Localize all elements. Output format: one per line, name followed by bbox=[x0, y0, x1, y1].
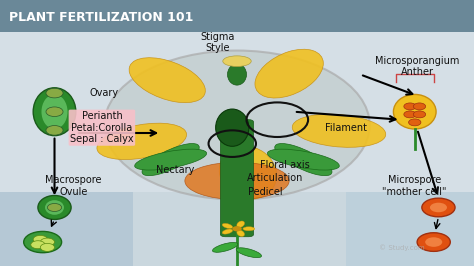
Circle shape bbox=[46, 107, 63, 117]
Ellipse shape bbox=[292, 114, 386, 147]
Circle shape bbox=[104, 51, 370, 200]
FancyBboxPatch shape bbox=[0, 192, 133, 266]
Text: PLANT FERTILIZATION 101: PLANT FERTILIZATION 101 bbox=[9, 11, 194, 24]
FancyBboxPatch shape bbox=[346, 192, 474, 266]
Circle shape bbox=[425, 237, 442, 247]
Circle shape bbox=[409, 119, 421, 126]
Text: Stigma
Style: Stigma Style bbox=[201, 32, 235, 53]
Ellipse shape bbox=[142, 144, 199, 176]
Text: Filament: Filament bbox=[325, 123, 367, 133]
Text: Ovary: Ovary bbox=[90, 88, 119, 98]
Circle shape bbox=[46, 88, 63, 98]
Ellipse shape bbox=[223, 56, 251, 66]
Ellipse shape bbox=[393, 94, 436, 129]
Circle shape bbox=[40, 243, 55, 251]
Text: Floral axis: Floral axis bbox=[260, 160, 309, 170]
Text: Perianth
Petal:Corolla
Sepal : Calyx: Perianth Petal:Corolla Sepal : Calyx bbox=[70, 111, 134, 144]
FancyBboxPatch shape bbox=[133, 192, 346, 266]
FancyBboxPatch shape bbox=[220, 120, 254, 237]
Ellipse shape bbox=[228, 64, 246, 85]
Ellipse shape bbox=[237, 221, 245, 227]
Text: Macrospore
Ovule: Macrospore Ovule bbox=[45, 175, 102, 197]
Circle shape bbox=[47, 203, 62, 211]
Ellipse shape bbox=[222, 223, 233, 228]
Ellipse shape bbox=[97, 123, 187, 160]
Ellipse shape bbox=[135, 149, 207, 170]
Ellipse shape bbox=[275, 144, 332, 176]
FancyBboxPatch shape bbox=[0, 0, 474, 32]
Ellipse shape bbox=[267, 149, 339, 170]
Ellipse shape bbox=[243, 227, 255, 231]
Ellipse shape bbox=[255, 49, 323, 98]
Ellipse shape bbox=[185, 162, 289, 200]
Circle shape bbox=[422, 198, 455, 217]
FancyBboxPatch shape bbox=[0, 0, 474, 234]
Ellipse shape bbox=[42, 94, 68, 129]
Ellipse shape bbox=[219, 146, 277, 199]
Circle shape bbox=[40, 238, 55, 246]
Ellipse shape bbox=[33, 88, 76, 136]
Circle shape bbox=[232, 226, 242, 231]
Circle shape bbox=[413, 111, 426, 118]
Ellipse shape bbox=[45, 200, 64, 215]
Circle shape bbox=[413, 103, 426, 110]
Circle shape bbox=[46, 126, 63, 135]
Text: Nectary: Nectary bbox=[156, 165, 194, 175]
Ellipse shape bbox=[222, 229, 233, 234]
Circle shape bbox=[417, 233, 450, 251]
Ellipse shape bbox=[212, 243, 238, 252]
Text: Microsporangium
Anther: Microsporangium Anther bbox=[375, 56, 459, 77]
Ellipse shape bbox=[129, 58, 205, 103]
Text: © Study.com: © Study.com bbox=[379, 244, 425, 251]
Text: Microspore
"mother cell": Microspore "mother cell" bbox=[383, 175, 447, 197]
Circle shape bbox=[33, 235, 47, 243]
Circle shape bbox=[404, 103, 416, 110]
Ellipse shape bbox=[237, 230, 245, 236]
Text: Pedicel: Pedicel bbox=[248, 186, 283, 197]
Circle shape bbox=[404, 111, 416, 118]
Circle shape bbox=[31, 241, 45, 249]
Ellipse shape bbox=[236, 248, 262, 257]
Circle shape bbox=[430, 203, 447, 212]
Ellipse shape bbox=[216, 109, 249, 146]
Ellipse shape bbox=[24, 231, 62, 253]
Text: Articulation: Articulation bbox=[247, 173, 303, 183]
Ellipse shape bbox=[38, 196, 71, 219]
